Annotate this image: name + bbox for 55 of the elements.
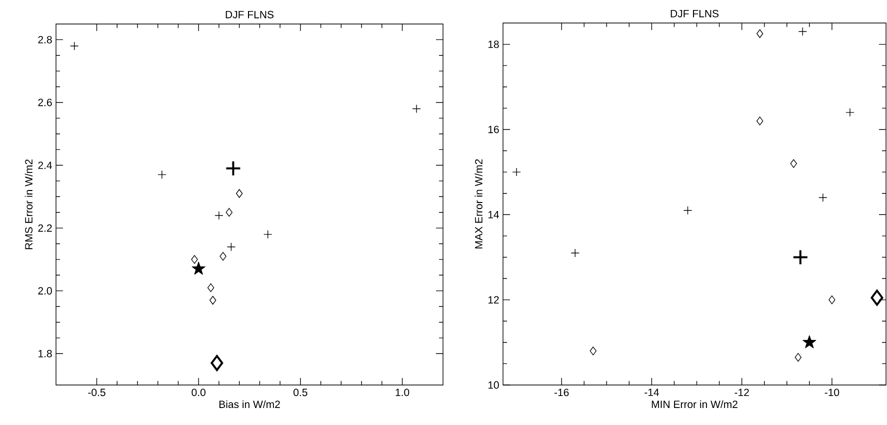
y-tick-label: 14 — [488, 211, 499, 218]
y-tick-label: 2.0 — [38, 287, 52, 295]
y-tick-label: 1.8 — [38, 350, 52, 358]
point — [792, 249, 808, 266]
y-tick-label: 2.6 — [38, 98, 52, 106]
point — [512, 168, 521, 176]
point — [70, 42, 79, 50]
point — [214, 211, 224, 220]
point — [802, 335, 816, 348]
point — [798, 27, 807, 36]
point — [412, 104, 421, 114]
point — [570, 248, 580, 258]
y-tick-label: 16 — [488, 126, 499, 134]
point — [225, 160, 242, 176]
point — [209, 296, 216, 305]
y-tick-label: 2.8 — [38, 36, 52, 44]
point — [790, 159, 797, 168]
y-tick-label: 10 — [488, 381, 499, 389]
point — [226, 242, 236, 252]
point — [828, 295, 836, 304]
y-tick-label: 18 — [488, 40, 499, 48]
point — [756, 116, 764, 126]
point — [818, 193, 828, 202]
chart-title: DJF FLNS — [670, 10, 719, 18]
x-tick-label: -0.5 — [88, 388, 106, 396]
point — [226, 208, 232, 217]
point — [263, 230, 272, 239]
x-axis-title: Bias in W/m2 — [219, 400, 280, 408]
point — [236, 189, 243, 198]
x-tick-label: 0.0 — [192, 388, 206, 396]
x-tick-label: -12 — [734, 388, 749, 396]
point — [192, 262, 206, 275]
x-tick-label: -14 — [644, 388, 659, 396]
point — [210, 355, 224, 372]
y-tick-label: 2.2 — [38, 224, 52, 232]
point — [191, 255, 198, 264]
point — [846, 108, 854, 117]
x-tick-label: 1.0 — [396, 388, 410, 396]
point — [158, 170, 166, 180]
x-tick-label: -16 — [554, 388, 569, 396]
y-tick-label: 2.4 — [38, 162, 52, 169]
point — [794, 352, 802, 362]
x-tick-label: -10 — [824, 388, 840, 396]
point — [683, 206, 692, 215]
y-tick-label: 12 — [488, 296, 499, 304]
point — [870, 290, 884, 306]
y-axis-title: RMS Error in W/m2 — [24, 160, 33, 250]
chart-title: DJF FLNS — [226, 10, 274, 18]
point — [220, 252, 226, 261]
point — [756, 29, 764, 38]
point — [590, 346, 596, 356]
x-tick-label: 0.5 — [294, 388, 308, 396]
y-axis-title: MAX Error in W/m2 — [474, 159, 482, 248]
point — [207, 283, 214, 292]
x-axis-title: MIN Error in W/m2 — [652, 400, 738, 408]
